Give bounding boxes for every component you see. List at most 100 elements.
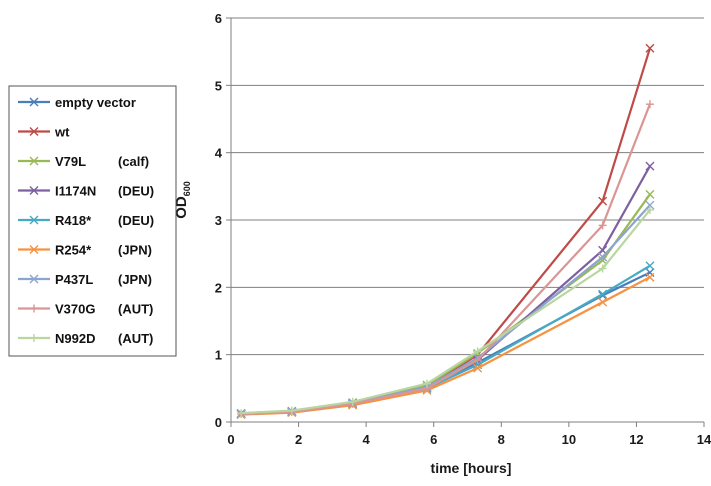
legend-marker-stroke: [29, 186, 39, 195]
legend-marker: [29, 186, 39, 195]
series-1: [236, 43, 655, 419]
y-axis-title-main: OD: [173, 196, 190, 219]
legend-strain: (DEU): [118, 213, 154, 228]
legend-label: I1174N: [55, 184, 96, 199]
legend-strain: (JPN): [118, 243, 152, 258]
legend-strain: (AUT): [118, 331, 153, 346]
legend-marker-stroke: [29, 97, 39, 107]
grid-layer: [231, 17, 704, 356]
legend-label: V79L: [55, 154, 86, 169]
legend-marker-stroke: [29, 156, 39, 166]
legend-strain: (DEU): [118, 184, 154, 199]
data-point: [598, 196, 608, 206]
legend-entry: R254* (JPN): [18, 243, 152, 258]
data-point: [287, 406, 296, 415]
series-5: [236, 272, 655, 420]
legend-label: N992D: [55, 331, 95, 346]
data-point: [645, 200, 655, 210]
legend-entry: empty vector: [18, 95, 136, 110]
data-point: [645, 205, 654, 214]
data-point: [473, 363, 483, 373]
y-tick-label: 2: [215, 280, 222, 295]
legend-marker-stroke: [29, 274, 39, 284]
y-tick-label: 4: [215, 146, 223, 161]
legend-marker: [29, 245, 39, 254]
legend-entry: wt: [18, 125, 70, 140]
series-layer: [236, 43, 655, 420]
legend-entry: I1174N (DEU): [18, 184, 154, 199]
x-tick-label: 0: [227, 432, 234, 447]
legend-label: R418*: [55, 213, 92, 228]
legend-marker: [29, 156, 39, 166]
legend-entry: N992D (AUT): [18, 331, 153, 346]
data-point-stroke: [473, 363, 483, 373]
data-point: [645, 43, 655, 53]
legend-label: empty vector: [55, 95, 136, 110]
series-0: [236, 268, 655, 419]
data-point: [645, 161, 655, 171]
legend-marker: [30, 334, 38, 342]
series-line: [241, 47, 651, 415]
series-line: [241, 271, 651, 415]
legend-marker: [29, 215, 39, 225]
data-point: [473, 347, 482, 356]
data-point-stroke: [473, 360, 483, 370]
y-tick-label: 5: [215, 78, 222, 93]
legend-marker-stroke: [29, 127, 39, 136]
legend-entry: V370G (AUT): [18, 302, 153, 317]
series-line: [241, 276, 651, 416]
data-point: [348, 397, 357, 406]
y-tick-label: 0: [215, 415, 222, 430]
data-point-stroke: [598, 289, 608, 299]
data-point: [598, 264, 607, 273]
data-point: [645, 100, 654, 109]
legend-entry: P437L (JPN): [18, 272, 152, 287]
legend-label: R254*: [55, 243, 92, 258]
x-tick-label: 10: [562, 432, 576, 447]
x-tick-label: 8: [498, 432, 505, 447]
legend-marker: [29, 127, 39, 136]
data-point-stroke: [598, 245, 608, 255]
data-point-stroke: [598, 196, 608, 206]
legend-marker: [30, 304, 38, 313]
data-point: [422, 379, 431, 388]
data-point: [645, 189, 655, 199]
y-axis-title: OD600: [173, 181, 192, 219]
legend-marker: [29, 97, 39, 107]
data-point-stroke: [645, 161, 655, 171]
data-point-stroke: [598, 297, 608, 307]
legend-label: P437L: [55, 272, 93, 287]
series-8: [237, 205, 654, 418]
legend-strain: (AUT): [118, 302, 153, 317]
data-point: [237, 409, 246, 418]
data-point: [645, 272, 655, 282]
x-axis-title: time [hours]: [431, 460, 512, 476]
data-point-stroke: [645, 272, 655, 282]
data-point: [598, 297, 608, 307]
x-tick-label: 6: [430, 432, 437, 447]
x-tick-label: 4: [363, 432, 371, 447]
y-axis-title-sub: 600: [182, 181, 192, 196]
legend-strain: (calf): [118, 154, 149, 169]
legend-marker-stroke: [29, 215, 39, 225]
series-6: [236, 200, 655, 419]
y-tick-label: 3: [215, 213, 222, 228]
y-tick-label: 1: [215, 348, 222, 363]
legend-label: wt: [54, 125, 70, 140]
series-line: [241, 264, 651, 415]
legend-entry: R418* (DEU): [18, 213, 154, 228]
data-point-stroke: [645, 189, 655, 199]
data-point-stroke: [645, 43, 655, 53]
data-point: [598, 221, 607, 230]
legend-entry: V79L (calf): [18, 154, 149, 169]
legend-marker-stroke: [29, 245, 39, 254]
series-line: [241, 103, 651, 415]
data-point: [645, 261, 655, 271]
data-point-stroke: [645, 200, 655, 210]
x-tick-label: 2: [295, 432, 302, 447]
y-tick-label: 6: [215, 11, 222, 26]
